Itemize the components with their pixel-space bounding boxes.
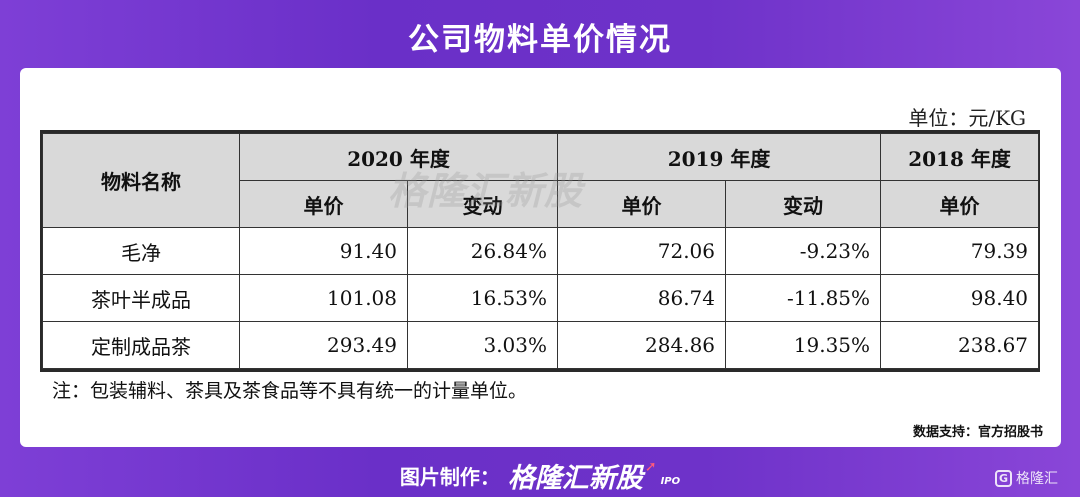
header-year-2020: 2020 年度 <box>238 133 559 181</box>
subheader-change: 变动 <box>725 180 882 228</box>
cell-value: 98.40 <box>880 274 1040 322</box>
cell-value: 19.35% <box>725 321 882 369</box>
footer-ipo: IPO <box>660 475 681 487</box>
trend-arrow-icon: ➚ <box>644 459 657 475</box>
cell-value: -9.23% <box>725 227 882 275</box>
source-label: 数据支持：官方招股书 <box>912 425 1043 440</box>
subheader-change: 变动 <box>406 180 559 228</box>
row-name: 定制成品茶 <box>42 321 240 369</box>
cell-value: 91.40 <box>239 227 408 275</box>
g-logo-icon: G <box>995 469 1012 487</box>
row-name: 茶叶半成品 <box>42 274 240 322</box>
footer-credit: 图片制作： 格隆汇新股 ➚ IPO <box>0 455 1080 495</box>
unit-label: 单位：元/KG <box>908 106 1026 130</box>
header-material-name: 物料名称 <box>42 133 240 228</box>
footer-label: 图片制作： <box>399 464 500 489</box>
price-table: 物料名称 2020 年度 2019 年度 2018 年度 单价 变动 单价 变动… <box>42 133 1040 369</box>
footnote: 注：包装辅料、茶具及茶食品等不具有统一的计量单位。 <box>52 380 528 402</box>
cell-value: 284.86 <box>557 321 727 369</box>
cell-value: 86.74 <box>557 274 727 322</box>
cell-value: 16.53% <box>406 274 559 322</box>
cell-value: 238.67 <box>880 321 1040 369</box>
table-row: 毛净 91.40 26.84% 72.06 -9.23% 79.39 <box>42 227 1040 275</box>
row-name: 毛净 <box>42 227 240 275</box>
content-card: 单位：元/KG 物料名称 2020 年度 2019 年度 2018 年度 单价 … <box>20 68 1061 447</box>
corner-text: 格隆汇 <box>1016 471 1058 487</box>
subheader-price: 单价 <box>557 180 727 228</box>
cell-value: -11.85% <box>725 274 882 322</box>
cell-value: 101.08 <box>239 274 408 322</box>
watermark: 格隆汇新股 <box>388 169 584 213</box>
footer-brand: 格隆汇新股 <box>507 462 643 494</box>
cell-value: 26.84% <box>406 227 559 275</box>
price-table-wrapper: 物料名称 2020 年度 2019 年度 2018 年度 单价 变动 单价 变动… <box>40 130 1040 372</box>
header-year-2018: 2018 年度 <box>880 133 1040 181</box>
subheader-price: 单价 <box>880 180 1040 228</box>
page-title: 公司物料单价情况 <box>408 22 672 58</box>
cell-value: 72.06 <box>557 227 727 275</box>
table-row: 茶叶半成品 101.08 16.53% 86.74 -11.85% 98.40 <box>42 274 1040 322</box>
table-row: 定制成品茶 293.49 3.03% 284.86 19.35% 238.67 <box>42 321 1040 369</box>
cell-value: 79.39 <box>880 227 1040 275</box>
cell-value: 293.49 <box>239 321 408 369</box>
cell-value: 3.03% <box>406 321 559 369</box>
header-year-2019: 2019 年度 <box>557 133 882 181</box>
corner-logo: G 格隆汇 <box>995 468 1058 488</box>
subheader-price: 单价 <box>239 180 408 228</box>
